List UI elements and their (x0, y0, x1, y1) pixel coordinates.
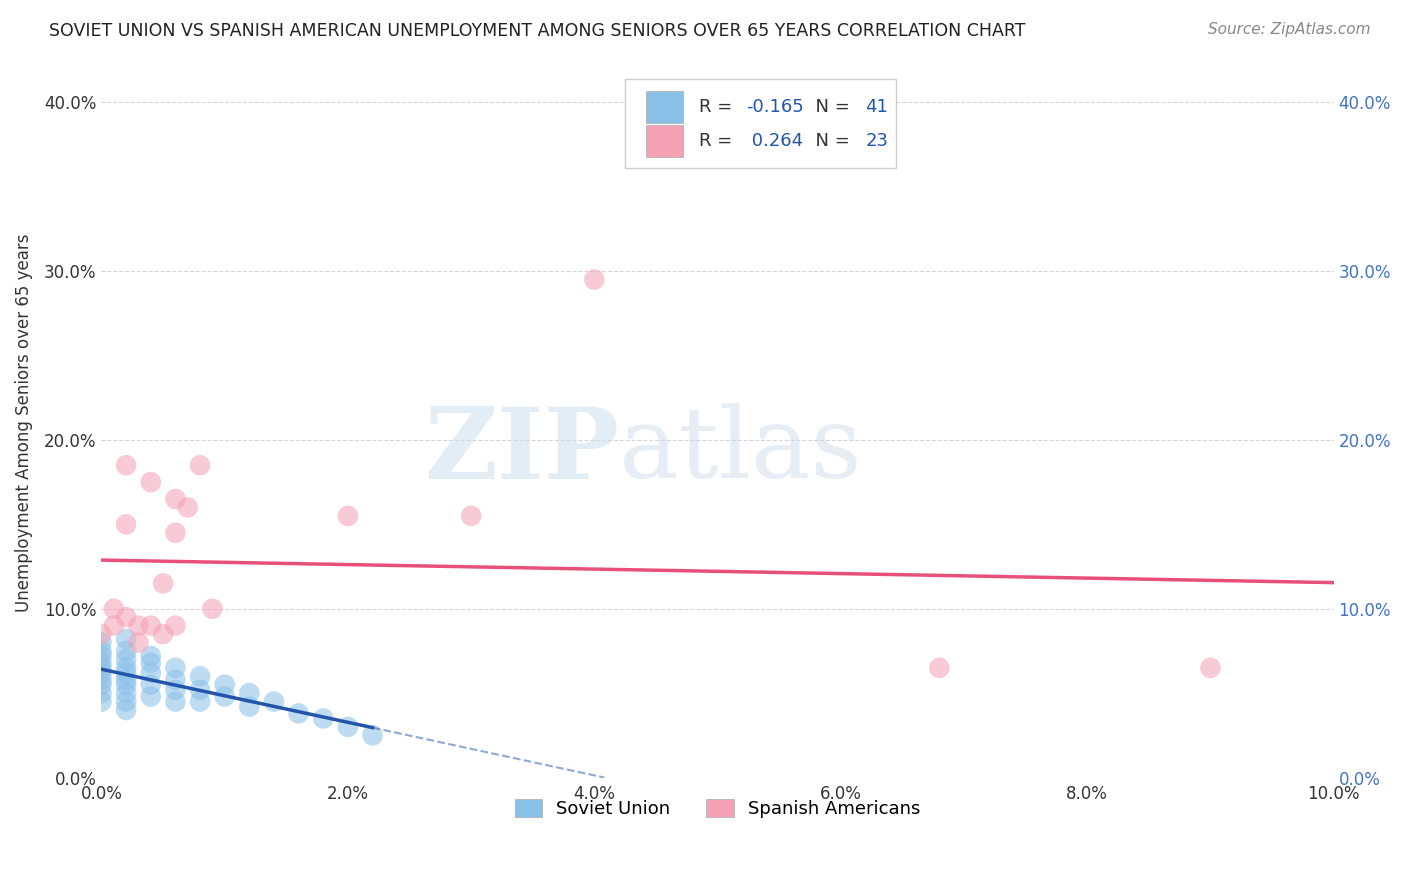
Point (115, 661, 138, 675)
Point (188, 458, 211, 473)
Point (127, 635, 149, 649)
Point (165, 661, 187, 675)
Point (115, 458, 138, 473)
Point (115, 632, 138, 647)
Point (361, 728, 384, 742)
Point (165, 682, 187, 697)
FancyBboxPatch shape (647, 126, 683, 157)
Point (90, 635, 112, 649)
Point (188, 695, 211, 709)
Point (139, 656, 162, 670)
Point (165, 525, 187, 540)
Point (115, 665, 138, 680)
Point (90, 695, 112, 709)
Point (287, 706, 309, 721)
Point (583, 272, 606, 286)
Point (165, 673, 187, 687)
Point (336, 508, 359, 523)
Point (214, 678, 236, 692)
Point (115, 610, 138, 624)
Point (115, 673, 138, 687)
Point (928, 661, 950, 675)
Point (201, 601, 224, 615)
Point (312, 711, 335, 725)
Text: N =: N = (804, 132, 855, 151)
Point (139, 678, 162, 692)
Point (115, 652, 138, 666)
Point (90, 648, 112, 663)
Text: Source: ZipAtlas.com: Source: ZipAtlas.com (1208, 22, 1371, 37)
Point (238, 699, 260, 714)
Point (115, 644, 138, 658)
Text: atlas: atlas (619, 403, 862, 500)
Point (188, 669, 211, 683)
Point (90, 665, 112, 680)
Point (214, 690, 236, 704)
Point (177, 500, 200, 515)
FancyBboxPatch shape (626, 79, 896, 168)
Point (139, 665, 162, 680)
Point (165, 618, 187, 632)
Point (152, 576, 174, 591)
Point (139, 690, 162, 704)
Point (90, 686, 112, 700)
Point (1199, 661, 1222, 675)
Point (115, 703, 138, 717)
FancyBboxPatch shape (647, 91, 683, 123)
Text: ZIP: ZIP (425, 403, 619, 500)
Point (139, 618, 162, 632)
Point (152, 627, 174, 641)
Point (90, 673, 112, 687)
Point (115, 686, 138, 700)
Text: SOVIET UNION VS SPANISH AMERICAN UNEMPLOYMENT AMONG SENIORS OVER 65 YEARS CORREL: SOVIET UNION VS SPANISH AMERICAN UNEMPLO… (49, 22, 1026, 40)
Legend: Soviet Union, Spanish Americans: Soviet Union, Spanish Americans (508, 791, 928, 825)
Text: R =: R = (699, 98, 738, 116)
Point (336, 720, 359, 734)
Point (90, 661, 112, 675)
Point (139, 648, 162, 663)
Point (90, 678, 112, 692)
Point (263, 695, 285, 709)
Point (90, 644, 112, 658)
Point (127, 618, 149, 632)
Point (165, 491, 187, 506)
Text: 23: 23 (866, 132, 889, 151)
Text: -0.165: -0.165 (747, 98, 804, 116)
Point (115, 517, 138, 532)
Point (188, 682, 211, 697)
Point (90, 656, 112, 670)
Point (103, 618, 125, 632)
Point (238, 686, 260, 700)
Text: 41: 41 (866, 98, 889, 116)
Y-axis label: Unemployment Among Seniors over 65 years: Unemployment Among Seniors over 65 years (15, 234, 32, 612)
Point (115, 695, 138, 709)
Point (90, 627, 112, 641)
Point (115, 678, 138, 692)
Text: 0.264: 0.264 (747, 132, 803, 151)
Text: R =: R = (699, 132, 738, 151)
Point (103, 601, 125, 615)
Point (139, 475, 162, 490)
Point (460, 508, 482, 523)
Text: N =: N = (804, 98, 855, 116)
Point (165, 695, 187, 709)
